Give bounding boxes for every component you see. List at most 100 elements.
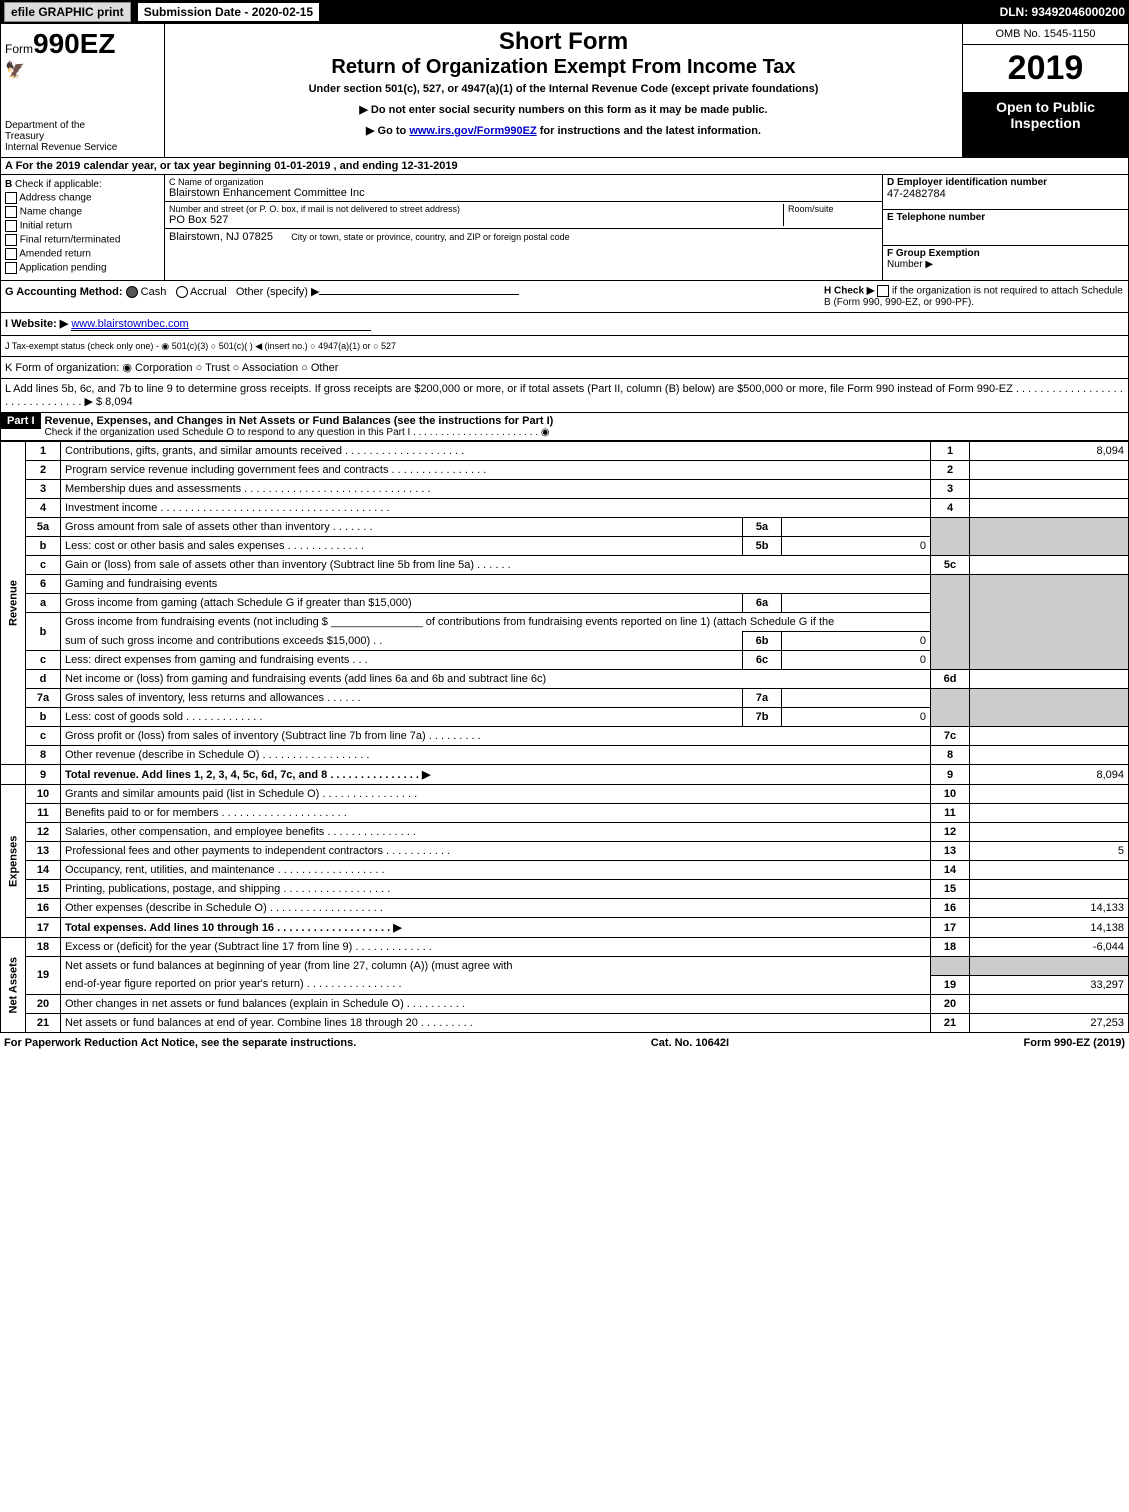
row-l-gross-receipts: L Add lines 5b, 6c, and 7b to line 9 to …	[0, 379, 1129, 413]
checkbox-address-change[interactable]	[5, 192, 17, 204]
other-specify: Other (specify) ▶	[236, 286, 320, 298]
irs-link[interactable]: www.irs.gov/Form990EZ	[409, 125, 536, 137]
e-telephone-label: E Telephone number	[887, 212, 1124, 223]
line-6c-mv: 0	[782, 651, 931, 670]
line-17-rn: 17	[931, 918, 970, 938]
line-2-rn: 2	[931, 461, 970, 480]
room-suite-label: Room/suite	[783, 204, 878, 226]
page-footer: For Paperwork Reduction Act Notice, see …	[0, 1033, 1129, 1053]
line-5a-mn: 5a	[743, 518, 782, 537]
checkbox-name-change[interactable]	[5, 206, 17, 218]
footer-mid: Cat. No. 10642I	[651, 1037, 729, 1049]
cb-label-0: Address change	[19, 193, 91, 204]
line-6a-mn: 6a	[743, 594, 782, 613]
line-15-rn: 15	[931, 880, 970, 899]
line-5c-rn: 5c	[931, 556, 970, 575]
line-6b-num: b	[26, 613, 61, 651]
form-prefix: Form	[5, 42, 33, 56]
form-number: Form990EZ	[5, 28, 160, 60]
top-bar: efile GRAPHIC print Submission Date - 20…	[0, 0, 1129, 24]
sections-b-through-f: B Check if applicable: Address change Na…	[0, 175, 1129, 281]
line-5a-mv	[782, 518, 931, 537]
line-6-num: 6	[26, 575, 61, 594]
line-6b-mn: 6b	[743, 632, 782, 651]
part-1-check: Check if the organization used Schedule …	[45, 427, 1124, 438]
website-link[interactable]: www.blairstownbec.com	[71, 318, 188, 330]
line-10-desc: Grants and similar amounts paid (list in…	[61, 785, 931, 804]
line-21-num: 21	[26, 1013, 61, 1032]
line-10-rn: 10	[931, 785, 970, 804]
line-18-desc: Excess or (deficit) for the year (Subtra…	[61, 938, 931, 957]
line-7a-mv	[782, 689, 931, 708]
part-1-table: Revenue 1 Contributions, gifts, grants, …	[0, 441, 1129, 1033]
line-14-rn: 14	[931, 861, 970, 880]
department-label: Department of the Treasury Internal Reve…	[5, 120, 160, 153]
line-6c-num: c	[26, 651, 61, 670]
c-street-label: Number and street (or P. O. box, if mail…	[169, 204, 783, 214]
line-12-desc: Salaries, other compensation, and employ…	[61, 823, 931, 842]
h-checkbox[interactable]	[877, 285, 889, 297]
line-11-num: 11	[26, 804, 61, 823]
line-5a-desc: Gross amount from sale of assets other t…	[61, 518, 743, 537]
checkbox-application-pending[interactable]	[5, 262, 17, 274]
line-6c-desc: Less: direct expenses from gaming and fu…	[61, 651, 743, 670]
row-k-organization: K Form of organization: ◉ Corporation ○ …	[0, 357, 1129, 379]
shade-19	[931, 957, 970, 976]
line-19-desc2: end-of-year figure reported on prior yea…	[61, 975, 931, 994]
cb-label-3: Final return/terminated	[20, 235, 121, 246]
line-5a-num: 5a	[26, 518, 61, 537]
line-7b-num: b	[26, 708, 61, 727]
radio-cash[interactable]	[126, 286, 138, 298]
line-7c-num: c	[26, 727, 61, 746]
line-5b-desc: Less: cost or other basis and sales expe…	[61, 537, 743, 556]
line-6c-mn: 6c	[743, 651, 782, 670]
line-5b-mv: 0	[782, 537, 931, 556]
line-5b-mn: 5b	[743, 537, 782, 556]
cb-label-4: Amended return	[19, 249, 91, 260]
h-check: H Check ▶ if the organization is not req…	[824, 285, 1124, 308]
radio-accrual[interactable]	[176, 286, 188, 298]
line-3-val	[970, 480, 1129, 499]
cb-label-2: Initial return	[20, 221, 72, 232]
part-1-header: Part I Revenue, Expenses, and Changes in…	[0, 413, 1129, 441]
footer-left: For Paperwork Reduction Act Notice, see …	[4, 1037, 356, 1049]
checkbox-initial-return[interactable]	[5, 220, 17, 232]
return-title: Return of Organization Exempt From Incom…	[169, 56, 958, 79]
rev-spacer	[1, 765, 26, 785]
line-6a-mv	[782, 594, 931, 613]
line-6d-num: d	[26, 670, 61, 689]
line-12-rn: 12	[931, 823, 970, 842]
cash-label: Cash	[141, 286, 167, 298]
other-input[interactable]	[319, 294, 519, 295]
line-19-desc1: Net assets or fund balances at beginning…	[61, 957, 931, 976]
line-18-rn: 18	[931, 938, 970, 957]
line-16-rn: 16	[931, 899, 970, 918]
dln-number: DLN: 93492046000200	[1000, 5, 1125, 19]
line-7b-mv: 0	[782, 708, 931, 727]
line-2-num: 2	[26, 461, 61, 480]
line-13-val: 5	[970, 842, 1129, 861]
line-2-desc: Program service revenue including govern…	[61, 461, 931, 480]
efile-print-button[interactable]: efile GRAPHIC print	[4, 2, 131, 22]
line-7a-mn: 7a	[743, 689, 782, 708]
form-header: Form990EZ 🦅 Department of the Treasury I…	[0, 24, 1129, 158]
line-5c-desc: Gain or (loss) from sale of assets other…	[61, 556, 931, 575]
f-group-label: F Group Exemption	[887, 248, 1124, 259]
line-10-val	[970, 785, 1129, 804]
dept-line2: Treasury	[5, 131, 160, 142]
line-12-val	[970, 823, 1129, 842]
row-j-status: J Tax-exempt status (check only one) - ◉…	[0, 336, 1129, 357]
sections-d-e-f: D Employer identification number 47-2482…	[883, 175, 1128, 280]
line-16-num: 16	[26, 899, 61, 918]
city-label: City or town, state or province, country…	[291, 232, 569, 242]
short-form-title: Short Form	[169, 28, 958, 56]
shade-5v	[970, 518, 1129, 556]
checkbox-final-return[interactable]	[5, 234, 17, 246]
line-1-num: 1	[26, 442, 61, 461]
checkbox-amended-return[interactable]	[5, 248, 17, 260]
line-6d-rn: 6d	[931, 670, 970, 689]
open-to-public: Open to Public Inspection	[963, 93, 1128, 157]
shade-7v	[970, 689, 1129, 727]
g-label: G Accounting Method:	[5, 286, 123, 298]
row-i-website: I Website: ▶ www.blairstownbec.com	[0, 313, 1129, 336]
